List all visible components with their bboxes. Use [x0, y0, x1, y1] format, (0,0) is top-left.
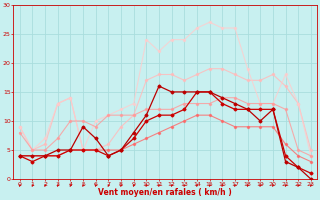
- X-axis label: Vent moyen/en rafales ( km/h ): Vent moyen/en rafales ( km/h ): [99, 188, 232, 197]
